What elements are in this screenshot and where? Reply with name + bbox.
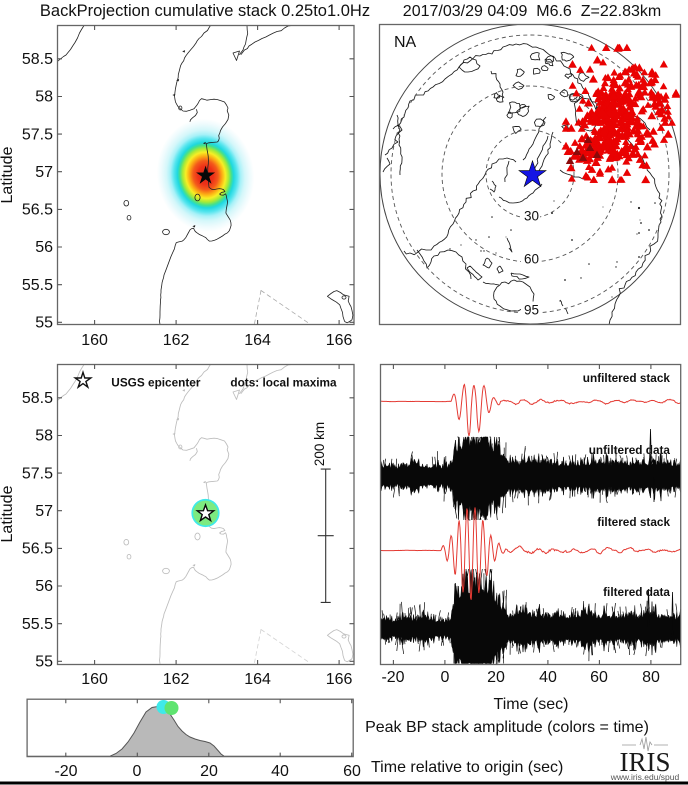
svg-text:20: 20: [487, 669, 505, 686]
svg-text:58: 58: [35, 89, 53, 106]
svg-text:filtered data: filtered data: [603, 585, 670, 599]
svg-text:Latitude: Latitude: [0, 485, 16, 542]
svg-text:40: 40: [271, 763, 289, 780]
svg-text:56.5: 56.5: [22, 202, 53, 219]
svg-text:55.5: 55.5: [22, 277, 53, 294]
svg-text:dots: local maxima: dots: local maxima: [230, 376, 337, 390]
svg-text:2017/03/29 04:09 M6.6 Z=22.8: 2017/03/29 04:09 M6.6 Z=22.83km: [403, 3, 661, 20]
svg-text:56: 56: [35, 239, 53, 256]
svg-text:0: 0: [133, 763, 142, 780]
svg-text:160: 160: [81, 332, 108, 349]
svg-text:Peak BP stack amplitude (color: Peak BP stack amplitude (colors = time): [365, 719, 649, 736]
svg-text:162: 162: [163, 332, 190, 349]
svg-text:162: 162: [163, 671, 190, 688]
svg-text:Time relative to origin (sec): Time relative to origin (sec): [371, 759, 563, 776]
svg-text:58: 58: [35, 428, 53, 445]
svg-text:164: 164: [244, 332, 271, 349]
svg-text:BackProjection cumulative stac: BackProjection cumulative stack 0.25to1.…: [40, 2, 370, 20]
svg-text:57.5: 57.5: [22, 126, 53, 143]
svg-text:57.5: 57.5: [22, 465, 53, 482]
svg-text:58.5: 58.5: [22, 390, 53, 407]
svg-text:55: 55: [35, 654, 53, 671]
svg-text:-20: -20: [381, 669, 404, 686]
svg-text:filtered stack: filtered stack: [597, 515, 670, 529]
svg-text:unfiltered data: unfiltered data: [589, 443, 671, 457]
svg-text:55: 55: [35, 315, 53, 332]
svg-text:unfiltered stack: unfiltered stack: [583, 371, 671, 385]
svg-text:Time (sec): Time (sec): [494, 696, 569, 713]
svg-text:164: 164: [244, 671, 271, 688]
svg-text:200 km: 200 km: [312, 422, 327, 466]
svg-text:20: 20: [200, 763, 218, 780]
svg-text:NA: NA: [394, 34, 417, 51]
svg-text:57: 57: [35, 164, 53, 181]
svg-text:95: 95: [524, 303, 539, 318]
svg-text:30: 30: [524, 209, 539, 224]
svg-text:40: 40: [539, 669, 557, 686]
svg-text:58.5: 58.5: [22, 51, 53, 68]
svg-text:57: 57: [35, 503, 53, 520]
svg-text:60: 60: [524, 252, 539, 267]
svg-text:166: 166: [326, 332, 353, 349]
svg-text:USGS epicenter: USGS epicenter: [111, 376, 201, 390]
svg-text:Latitude: Latitude: [0, 146, 16, 203]
svg-text:60: 60: [343, 763, 361, 780]
svg-text:60: 60: [590, 669, 608, 686]
svg-text:www.iris.edu/spud: www.iris.edu/spud: [610, 772, 680, 782]
svg-text:-20: -20: [54, 763, 77, 780]
svg-text:55.5: 55.5: [22, 616, 53, 633]
svg-text:0: 0: [441, 669, 450, 686]
svg-text:80: 80: [642, 669, 660, 686]
svg-text:166: 166: [326, 671, 353, 688]
svg-text:160: 160: [81, 671, 108, 688]
svg-text:56.5: 56.5: [22, 541, 53, 558]
svg-text:IRIS: IRIS: [619, 747, 670, 777]
svg-text:56: 56: [35, 578, 53, 595]
